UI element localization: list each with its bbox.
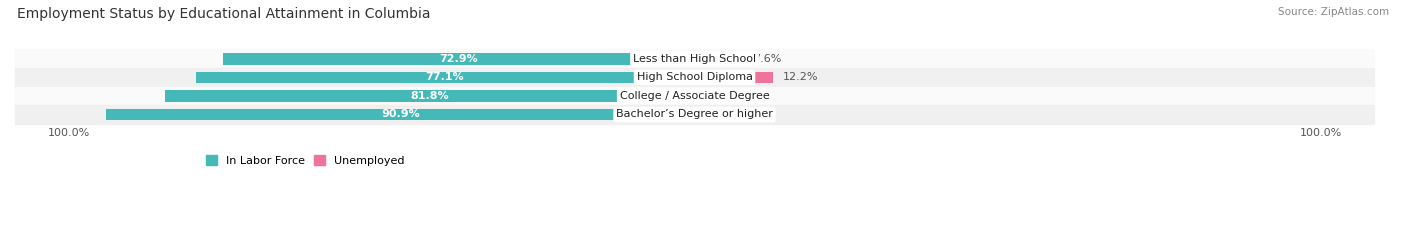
Text: 12.2%: 12.2% (783, 72, 818, 82)
Text: 81.8%: 81.8% (411, 91, 449, 101)
Bar (15, 68, 1374, 87)
Legend: In Labor Force, Unemployed: In Labor Force, Unemployed (201, 151, 409, 170)
Bar (695, 53, 744, 65)
Text: 100.0%: 100.0% (48, 128, 90, 138)
Text: Less than High School: Less than High School (633, 54, 756, 64)
Bar (107, 109, 695, 120)
Text: 77.1%: 77.1% (426, 72, 464, 82)
Bar (695, 90, 720, 102)
Text: 72.9%: 72.9% (439, 54, 478, 64)
Bar (15, 105, 1374, 124)
Text: Employment Status by Educational Attainment in Columbia: Employment Status by Educational Attainm… (17, 7, 430, 21)
Bar (15, 87, 1374, 105)
Text: 7.6%: 7.6% (754, 54, 782, 64)
Text: 1.5%: 1.5% (714, 110, 742, 120)
Text: 90.9%: 90.9% (381, 110, 420, 120)
Text: College / Associate Degree: College / Associate Degree (620, 91, 769, 101)
Text: High School Diploma: High School Diploma (637, 72, 752, 82)
Bar (695, 109, 704, 120)
Bar (222, 53, 695, 65)
Text: Source: ZipAtlas.com: Source: ZipAtlas.com (1278, 7, 1389, 17)
Bar (695, 72, 773, 83)
Text: Bachelor’s Degree or higher: Bachelor’s Degree or higher (616, 110, 773, 120)
Bar (15, 49, 1374, 68)
Text: 100.0%: 100.0% (1299, 128, 1341, 138)
Bar (165, 90, 695, 102)
Bar (195, 72, 695, 83)
Text: 3.9%: 3.9% (730, 91, 758, 101)
